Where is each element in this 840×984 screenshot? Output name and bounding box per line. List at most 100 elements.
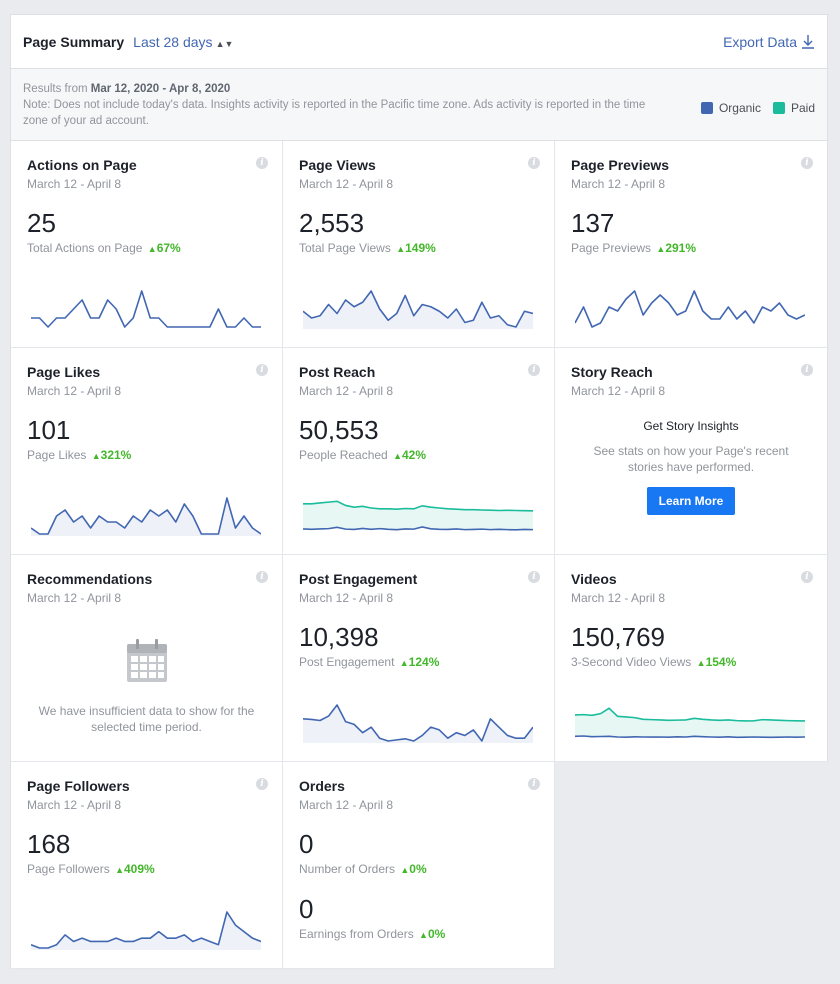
up-arrow-icon: ▲ [396,244,406,254]
paid-line [575,707,805,722]
earnings-label: Earnings from Orders ▲0% [299,927,538,941]
story-insights-title: Get Story Insights [643,419,739,433]
delta-value: 321% [100,448,132,462]
metric-name: Page Likes [27,448,87,462]
metric-label: Post Engagement ▲124% [299,655,538,669]
card-page-followers[interactable]: Page Followers March 12 - April 8 i 168 … [10,762,283,969]
delta-value: 291% [665,241,697,255]
summary-header: Page Summary Last 28 days ▲▼ Export Data [10,14,828,68]
sparkline-chart [31,290,261,328]
info-icon[interactable]: i [528,571,540,583]
metric-value: 10,398 [299,622,379,652]
delta-value: 124% [408,655,440,669]
info-icon[interactable]: i [256,571,268,583]
card-page-previews[interactable]: Page Previews March 12 - April 8 i 137 P… [555,141,828,348]
organic-line [31,290,261,328]
metrics-grid: Actions on Page March 12 - April 8 i 25 … [10,141,828,969]
card-story-reach[interactable]: Story Reach March 12 - April 8 i Get Sto… [555,348,828,555]
calendar-icon [126,639,167,682]
metric-value: 50,553 [299,415,379,445]
metric-label: Page Previews ▲291% [571,241,811,255]
paid-area [575,708,805,738]
info-icon[interactable]: i [256,778,268,790]
metric-name: People Reached [299,448,388,462]
up-arrow-icon: ▲ [400,865,410,875]
info-icon[interactable]: i [801,157,813,169]
card-videos[interactable]: Videos March 12 - April 8 i 150,769 3-Se… [555,555,828,762]
export-data-link[interactable]: Export Data [723,34,815,50]
export-label: Export Data [723,33,797,50]
up-arrow-icon: ▲ [696,658,706,668]
metric-name: Total Actions on Page [27,241,143,255]
card-date: March 12 - April 8 [27,591,122,605]
legend-organic: Organic [700,100,761,116]
metric-name: Earnings from Orders [299,927,414,941]
up-arrow-icon: ▲ [656,244,666,254]
paid-area [303,501,533,530]
metric-delta: ▲124% [400,655,440,669]
card-title: Page Views [299,157,376,173]
info-icon[interactable]: i [528,778,540,790]
metric-name: Page Followers [27,862,110,876]
metric-name: 3-Second Video Views [571,655,692,669]
paid-line [303,500,533,512]
info-icon[interactable]: i [528,157,540,169]
info-icon[interactable]: i [256,157,268,169]
legend-paid: Paid [772,100,815,116]
metric-delta: ▲0% [400,862,426,876]
card-recommendations[interactable]: Recommendations March 12 - April 8 i We … [10,555,283,762]
metric-delta: ▲149% [396,241,436,255]
sort-updown-icon: ▲▼ [215,38,234,49]
card-title: Post Engagement [299,571,418,587]
metric-label: People Reached ▲42% [299,448,538,462]
card-date: March 12 - April 8 [571,177,666,191]
metric-label: Total Actions on Page ▲67% [27,241,266,255]
date-range-label: Last 28 days [133,33,213,50]
card-actions-on-page[interactable]: Actions on Page March 12 - April 8 i 25 … [10,141,283,348]
delta-value: 149% [405,241,436,255]
metric-label: Total Page Views ▲149% [299,241,538,255]
card-page-likes[interactable]: Page Likes March 12 - April 8 i 101 Page… [10,348,283,555]
results-range-text: Results from Mar 12, 2020 - Apr 8, 2020 [23,81,815,97]
learn-more-button[interactable]: Learn More [647,487,735,515]
organic-line [303,526,533,531]
card-date: March 12 - April 8 [299,798,394,812]
metric-delta: ▲321% [92,448,132,462]
card-date: March 12 - April 8 [299,591,394,605]
page-title: Page Summary [23,33,125,50]
metric-delta: ▲67% [148,241,181,255]
card-orders[interactable]: Orders March 12 - April 8 i 0 Number of … [283,762,555,969]
metric-delta: ▲409% [115,862,155,876]
metric-value: 150,769 [571,622,665,652]
download-icon [802,34,814,49]
metric-value: 168 [27,829,71,859]
metric-label: Page Likes ▲321% [27,448,266,462]
card-title: Post Reach [299,364,376,380]
card-post-engagement[interactable]: Post Engagement March 12 - April 8 i 10,… [283,555,555,762]
metric-value: 25 [27,208,56,238]
organic-area [31,912,261,950]
metric-delta: ▲291% [656,241,696,255]
sparkline-chart [303,704,533,743]
info-icon[interactable]: i [256,364,268,376]
card-date: March 12 - April 8 [299,384,394,398]
organic-line [575,735,805,739]
organic-line [31,911,261,949]
delta-value: 409% [123,862,155,876]
delta-value: 0% [409,862,427,876]
info-icon[interactable]: i [528,364,540,376]
delta-value: 0% [427,927,446,941]
date-range-dropdown[interactable]: Last 28 days ▲▼ [133,34,233,50]
card-title: Page Likes [27,364,101,380]
delta-value: 67% [156,241,181,255]
card-post-reach[interactable]: Post Reach March 12 - April 8 i 50,553 P… [283,348,555,555]
metric-value: 101 [27,415,71,445]
info-icon[interactable]: i [801,364,813,376]
up-arrow-icon: ▲ [399,658,409,668]
delta-value: 154% [705,655,737,669]
card-page-views[interactable]: Page Views March 12 - April 8 i 2,553 To… [283,141,555,348]
sparkline-chart [31,911,261,950]
card-date: March 12 - April 8 [27,384,122,398]
info-icon[interactable]: i [801,571,813,583]
up-arrow-icon: ▲ [91,451,101,461]
